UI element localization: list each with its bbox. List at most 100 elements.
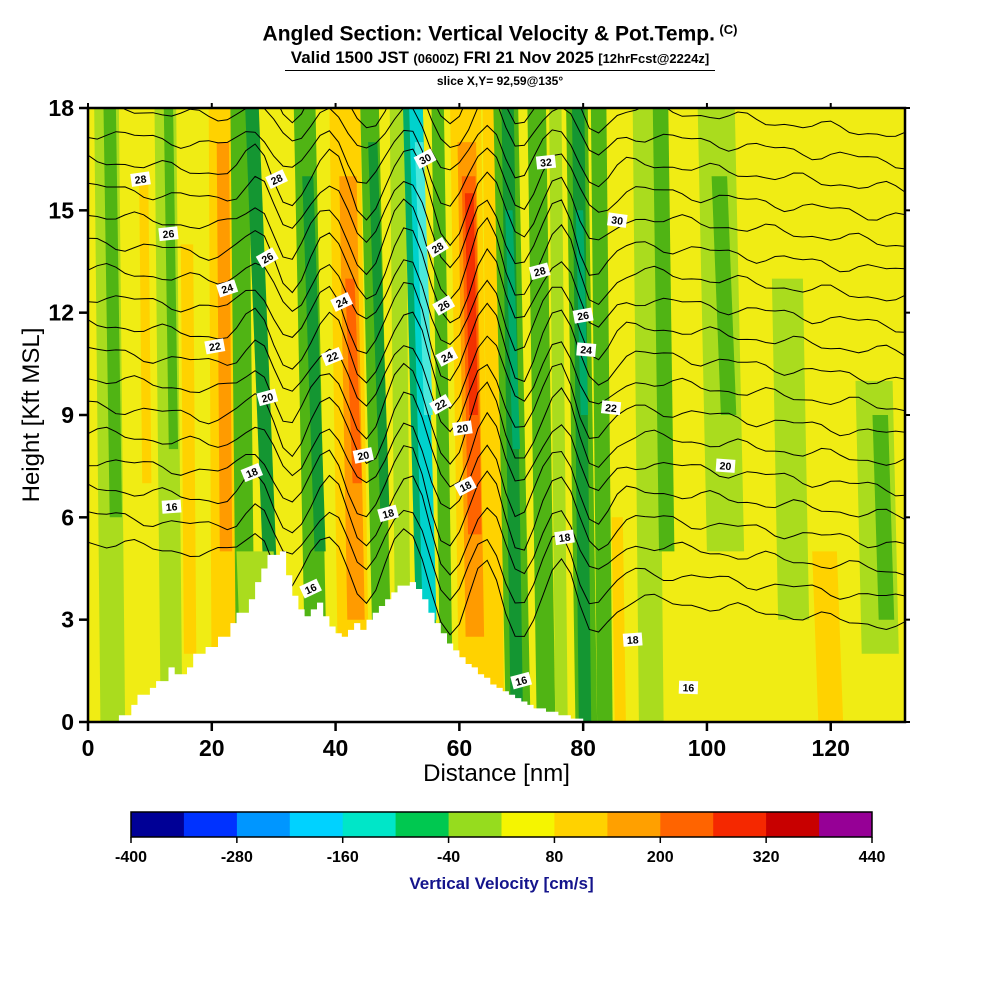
y-tick-label: 15: [48, 197, 74, 223]
colorbar-tick-label: 80: [546, 849, 564, 866]
contour-label-text: 24: [580, 344, 593, 357]
contour-label-box: [204, 338, 226, 355]
contour-label-box: [377, 504, 399, 523]
contour-label: 16: [299, 578, 322, 599]
velocity-band: [872, 415, 895, 620]
contour-label-text: 28: [533, 265, 548, 280]
contour-label: 28: [425, 236, 449, 259]
contour-label: 20: [352, 447, 374, 464]
isotherm-line: [88, 198, 905, 306]
contour-label: 24: [216, 279, 239, 298]
colorbar-segment: [131, 812, 185, 837]
isotherm-line: [88, 227, 905, 333]
contour-label: 24: [576, 342, 597, 358]
contour-label: 20: [715, 458, 736, 473]
colorbar-segment: [554, 812, 608, 837]
figure-title: Angled Section: Vertical Velocity & Pot.…: [0, 22, 1000, 46]
isotherm-line: [122, 108, 905, 193]
contour-label-box: [240, 462, 264, 483]
isotherm-line: [839, 108, 851, 109]
contour-label-box: [130, 171, 151, 187]
contour-label-text: 26: [436, 298, 452, 314]
colorbar-segment: [819, 812, 873, 837]
x-tick-label: 0: [82, 735, 95, 761]
isotherm-line: [88, 422, 905, 525]
contour-label-box: [256, 388, 279, 407]
contour-label-text: 24: [220, 282, 235, 297]
velocity-band: [414, 142, 433, 415]
colorbar-tick-label: 320: [753, 849, 780, 866]
velocity-band: [389, 108, 412, 722]
isotherm-line: [88, 391, 905, 497]
x-tick-label: 100: [688, 735, 726, 761]
contour-label-text: 26: [260, 250, 276, 266]
contour-label-box: [576, 342, 597, 358]
colorbar-tick-label: 200: [647, 849, 674, 866]
velocity-band: [163, 108, 179, 450]
velocity-band: [345, 278, 362, 484]
contour-label-box: [158, 226, 179, 242]
colorbar-segment: [501, 812, 555, 837]
y-tick-label: 9: [61, 402, 74, 428]
contour-label-text: 28: [430, 240, 446, 256]
velocity-band: [431, 108, 454, 722]
contour-label-text: 22: [605, 402, 618, 415]
colorbar-tick-label: -40: [437, 849, 460, 866]
colorbar-segment: [236, 812, 291, 837]
contour-label-box: [330, 292, 353, 312]
plot-area: 28 26 24 22 20 18 16 28 26 24 22 20 18 16 30 28 26 24 22 20…: [88, 108, 905, 722]
terrain-profile: [118, 551, 584, 722]
contour-label-box: [622, 632, 643, 647]
colorbar-tick-label: -160: [327, 849, 359, 866]
contour-label-box: [432, 294, 456, 316]
contour-label: 18: [453, 475, 477, 497]
isotherm-line: [88, 143, 905, 247]
contour-label-box: [606, 212, 628, 228]
contour-label-box: [255, 247, 279, 269]
contour-label-box: [678, 680, 699, 695]
contour-label-text: 16: [165, 501, 178, 514]
contour-label-box: [352, 447, 374, 464]
isotherm-line: [88, 281, 905, 386]
contour-label-text: 20: [719, 460, 732, 473]
isotherm-line: [88, 129, 905, 221]
contour-label: 20: [256, 388, 279, 407]
colorbar-frame: [130, 811, 873, 838]
contour-label-text: 16: [514, 674, 529, 689]
contour-label-box: [413, 148, 437, 169]
y-tick-label: 12: [48, 300, 74, 326]
velocity-band: [302, 176, 326, 552]
colorbar-segment: [395, 812, 449, 837]
contour-label-text: 30: [418, 152, 434, 168]
contour-label: 30: [606, 212, 628, 228]
contour-label-box: [321, 346, 344, 367]
velocity-band: [812, 551, 844, 722]
colorbar-segment: [607, 812, 661, 837]
contour-label-box: [535, 154, 557, 170]
contour-label-text: 32: [540, 157, 553, 170]
contour-label-box: [216, 279, 239, 298]
isotherm-line: [279, 108, 905, 170]
contour-label: 26: [572, 307, 594, 324]
contour-label: 22: [429, 393, 453, 415]
colorbar-segment: [342, 812, 397, 837]
contour-label-box: [528, 262, 551, 280]
contour-label-text: 16: [682, 682, 694, 694]
x-tick-label: 120: [812, 735, 850, 761]
velocity-band: [527, 108, 556, 722]
velocity-band: [711, 176, 737, 415]
isotherm-line: [88, 339, 905, 439]
colorbar-tick-label: -400: [115, 849, 147, 866]
zulu-time-text: (0600Z): [413, 51, 459, 66]
contour-label-text: 22: [433, 397, 449, 413]
contour-label-text: 20: [357, 449, 371, 463]
contour-label: 28: [130, 171, 151, 187]
contour-label-text: 26: [576, 310, 590, 324]
velocity-band: [771, 278, 810, 620]
isotherm-line: [88, 307, 905, 412]
contour-label: 30: [413, 148, 437, 169]
forecast-text: [12hrFcst@2224z]: [598, 51, 710, 66]
contour-label-box: [265, 169, 288, 190]
velocity-band: [103, 108, 122, 518]
